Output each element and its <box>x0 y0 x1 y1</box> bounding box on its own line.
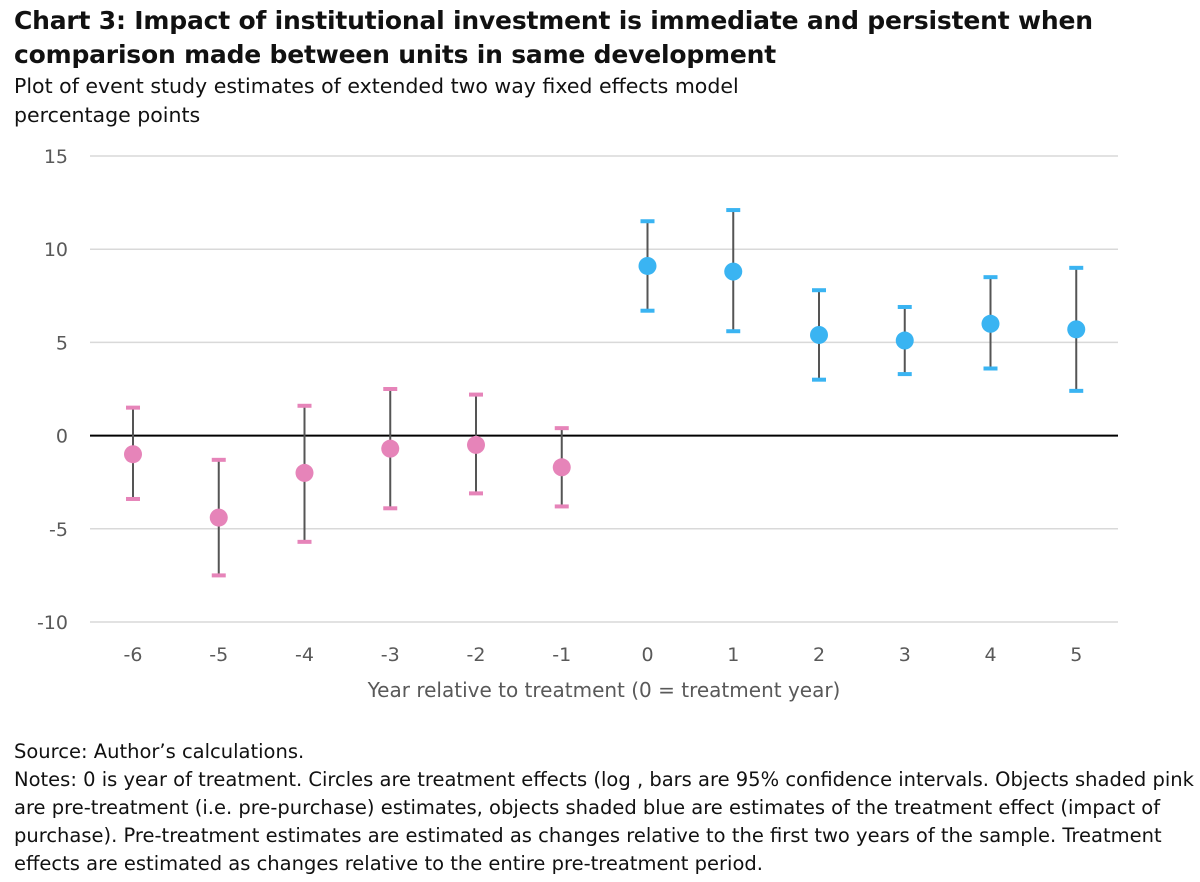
x-tick-label: -6 <box>124 644 143 666</box>
unit-label: percentage points <box>14 103 201 127</box>
x-axis-label: Year relative to treatment (0 = treatmen… <box>367 678 841 702</box>
treatment-point <box>981 314 1000 333</box>
x-tick-label: 3 <box>899 644 911 666</box>
pre-treatment-point <box>295 463 314 482</box>
x-tick-label: -4 <box>295 644 314 666</box>
pre-treatment-point <box>209 508 228 527</box>
y-tick-label: 0 <box>56 426 68 448</box>
y-axis-ticks: -10 -5 0 5 10 15 <box>37 146 68 634</box>
treatment-point <box>810 325 828 344</box>
chart-subtitle: Plot of event study estimates of extende… <box>14 74 739 98</box>
chart-footnotes: Source: Author’s calculations. Notes: 0 … <box>14 738 1194 878</box>
pre-treatment-point <box>467 435 485 454</box>
y-tick-label: 15 <box>44 146 68 168</box>
treatment-point <box>638 256 657 275</box>
source-note: Source: Author’s calculations. <box>14 740 305 763</box>
chart-title: Chart 3: Impact of institutional investm… <box>14 6 1093 69</box>
x-tick-label: 1 <box>727 644 739 666</box>
point-estimates <box>124 256 1086 527</box>
pre-treatment-point <box>124 445 142 464</box>
gridlines <box>90 155 1118 623</box>
treatment-point <box>1067 320 1086 339</box>
pre-treatment-point <box>381 439 400 458</box>
confidence-intervals <box>126 208 1084 578</box>
x-tick-label: -5 <box>209 644 228 666</box>
y-tick-label: -10 <box>37 612 68 634</box>
x-tick-label: -1 <box>552 644 571 666</box>
x-tick-label: 2 <box>813 644 825 666</box>
methodology-note: Notes: 0 is year of treatment. Circles a… <box>14 768 1194 875</box>
x-axis-ticks: -6 -5 -4 -3 -2 -1 0 1 2 3 4 5 <box>124 644 1083 666</box>
y-tick-label: 10 <box>44 239 68 261</box>
x-tick-label: 4 <box>984 644 996 666</box>
treatment-point <box>895 331 914 350</box>
x-tick-label: 5 <box>1070 644 1082 666</box>
x-tick-label: 0 <box>641 644 653 666</box>
pre-treatment-point <box>552 458 571 477</box>
y-tick-label: -5 <box>49 519 68 541</box>
y-tick-label: 5 <box>56 332 68 354</box>
treatment-point <box>724 262 743 281</box>
x-tick-label: -3 <box>381 644 400 666</box>
x-tick-label: -2 <box>467 644 486 666</box>
